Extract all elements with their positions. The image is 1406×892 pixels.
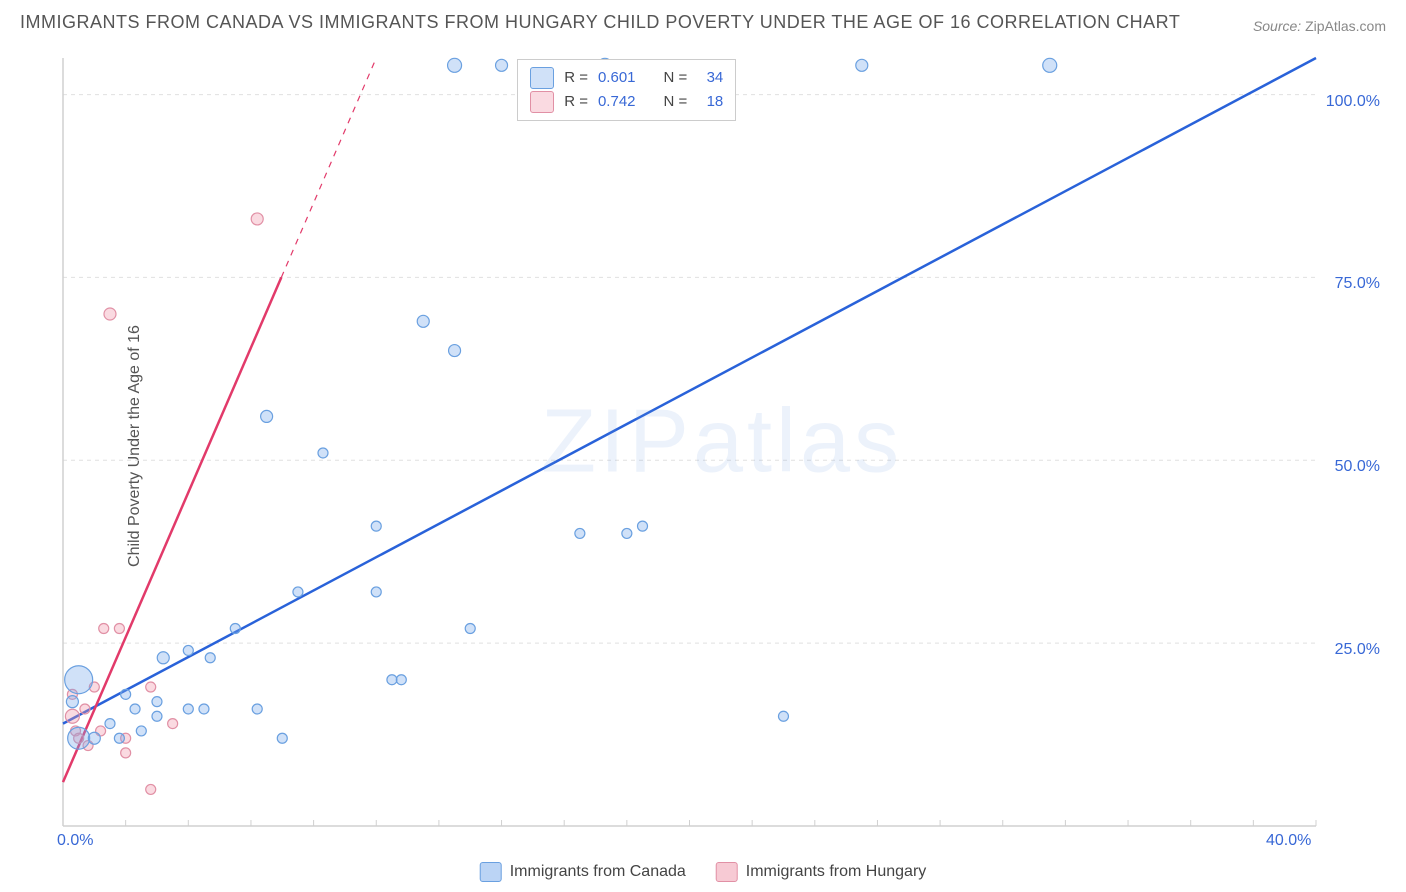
x-tick-label: 0.0% [57, 832, 93, 850]
y-tick-label: 25.0% [1335, 641, 1380, 659]
data-point [114, 624, 124, 634]
data-point [417, 315, 429, 327]
data-point [293, 587, 303, 597]
legend-n-label: N = [664, 66, 688, 90]
data-point [121, 689, 131, 699]
series-legend-label: Immigrants from Hungary [746, 863, 927, 881]
data-point [146, 682, 156, 692]
data-point [371, 521, 381, 531]
data-point [1043, 58, 1057, 72]
data-point [778, 711, 788, 721]
series-legend-item: Immigrants from Canada [480, 862, 686, 882]
chart-title: IMMIGRANTS FROM CANADA VS IMMIGRANTS FRO… [20, 12, 1180, 33]
legend-n-value: 34 [697, 66, 723, 90]
data-point [638, 521, 648, 531]
correlation-legend: R = 0.601 N = 34 R = 0.742 N = 18 [517, 59, 736, 121]
data-point [449, 345, 461, 357]
legend-r-value: 0.742 [598, 90, 636, 114]
data-point [130, 704, 140, 714]
data-point [199, 704, 209, 714]
legend-r-label: R = [564, 90, 588, 114]
data-point [448, 58, 462, 72]
legend-r-label: R = [564, 66, 588, 90]
legend-swatch [530, 67, 554, 89]
regression-line [63, 58, 1316, 724]
data-point [105, 719, 115, 729]
data-point [65, 709, 79, 723]
regression-line-extrapolated [281, 58, 376, 277]
data-point [396, 675, 406, 685]
data-point [157, 652, 169, 664]
data-point [114, 733, 124, 743]
data-point [205, 653, 215, 663]
data-point [183, 645, 193, 655]
legend-n-label: N = [664, 90, 688, 114]
source-label: Source: [1253, 18, 1301, 34]
x-tick-label: 40.0% [1266, 832, 1311, 850]
y-tick-label: 50.0% [1335, 458, 1380, 476]
data-point [252, 704, 262, 714]
data-point [121, 748, 131, 758]
data-point [99, 624, 109, 634]
legend-row: R = 0.742 N = 18 [530, 90, 723, 114]
data-point [104, 308, 116, 320]
data-point [65, 666, 93, 694]
data-point [80, 704, 90, 714]
series-legend-label: Immigrants from Canada [510, 863, 686, 881]
data-point [856, 59, 868, 71]
legend-swatch [530, 91, 554, 113]
data-point [88, 732, 100, 744]
data-point [152, 711, 162, 721]
data-point [622, 528, 632, 538]
data-point [66, 696, 78, 708]
data-point [152, 697, 162, 707]
data-point [277, 733, 287, 743]
chart-area: ZIPatlas R =0.601N =34R =0.742N =18 25.0… [58, 48, 1386, 836]
y-tick-label: 100.0% [1326, 93, 1380, 111]
legend-swatch [716, 862, 738, 882]
legend-row: R = 0.601 N = 34 [530, 66, 723, 90]
data-point [230, 624, 240, 634]
data-point [387, 675, 397, 685]
data-point [318, 448, 328, 458]
data-point [465, 624, 475, 634]
scatter-plot [58, 48, 1386, 836]
regression-line [63, 277, 281, 782]
legend-swatch [480, 862, 502, 882]
data-point [68, 727, 90, 749]
source-value: ZipAtlas.com [1305, 18, 1386, 34]
y-tick-label: 75.0% [1335, 275, 1380, 293]
data-point [251, 213, 263, 225]
source-attribution: Source: ZipAtlas.com [1253, 18, 1386, 34]
series-legend: Immigrants from Canada Immigrants from Hu… [480, 862, 927, 882]
data-point [496, 59, 508, 71]
data-point [575, 528, 585, 538]
data-point [371, 587, 381, 597]
legend-n-value: 18 [697, 90, 723, 114]
data-point [183, 704, 193, 714]
data-point [146, 784, 156, 794]
legend-r-value: 0.601 [598, 66, 636, 90]
series-legend-item: Immigrants from Hungary [716, 862, 927, 882]
data-point [136, 726, 146, 736]
data-point [168, 719, 178, 729]
data-point [261, 410, 273, 422]
